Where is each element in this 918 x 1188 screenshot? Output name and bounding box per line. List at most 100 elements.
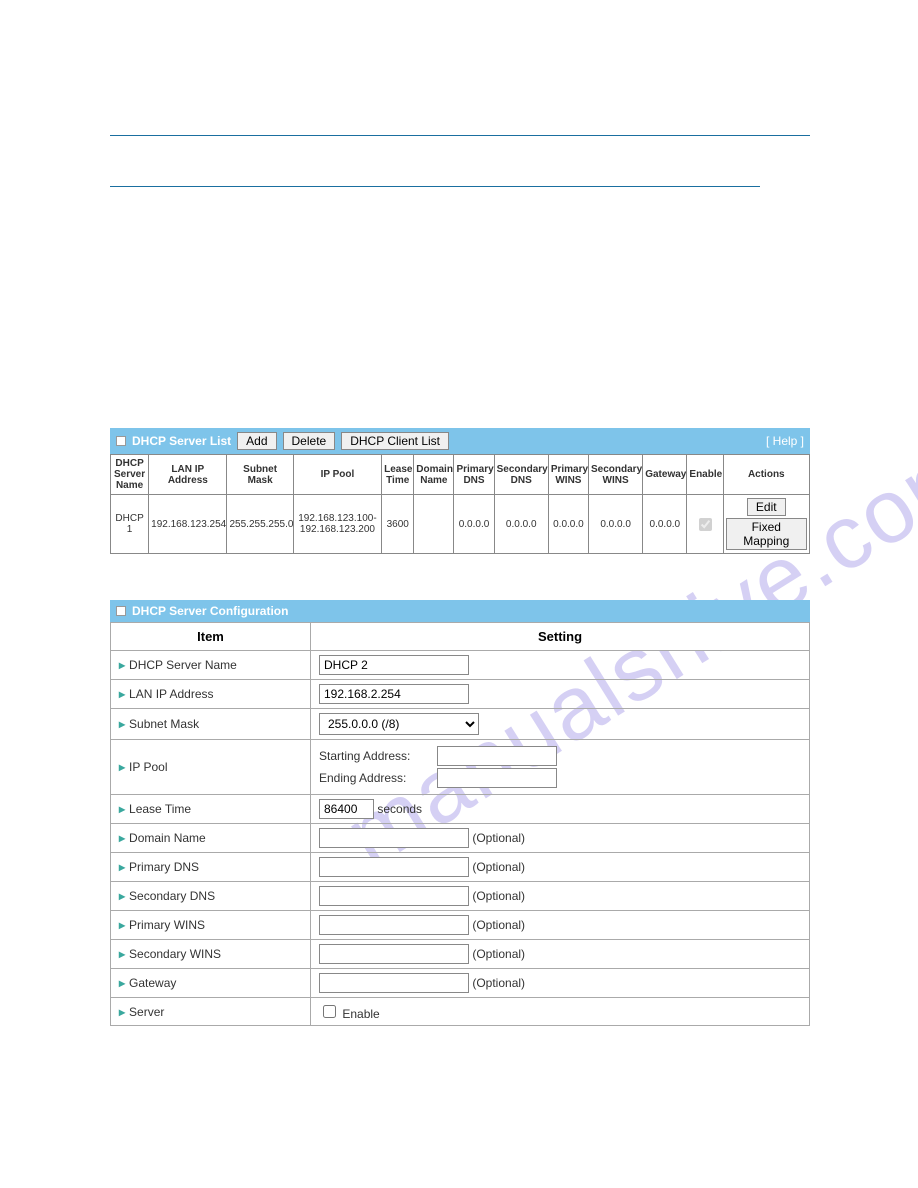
th-actions: Actions [723, 455, 809, 495]
cell-lease: 3600 [382, 495, 414, 554]
row-pwins: ▸ Primary WINS (Optional) [111, 911, 810, 940]
arrow-icon: ▸ [119, 831, 125, 845]
arrow-icon: ▸ [119, 860, 125, 874]
help-link[interactable]: [ Help ] [766, 434, 804, 448]
pwins-input[interactable] [319, 915, 469, 935]
row-ip-pool: ▸ IP Pool Starting Address: Ending Addres… [111, 740, 810, 795]
table-row: DHCP 1 192.168.123.254 255.255.255.0 192… [111, 495, 810, 554]
th-pwins: Primary WINS [548, 455, 588, 495]
label-sdns: Secondary DNS [129, 889, 215, 903]
cell-enable [687, 495, 723, 554]
cell-pool: 192.168.123.100-192.168.123.200 [293, 495, 381, 554]
th-setting: Setting [311, 623, 810, 651]
th-item: Item [111, 623, 311, 651]
row-server-name: ▸ DHCP Server Name [111, 651, 810, 680]
optional-hint: (Optional) [472, 889, 525, 903]
dhcp-server-list-panel: DHCP Server List Add Delete DHCP Client … [110, 428, 810, 554]
label-enable: Enable [342, 1007, 379, 1021]
label-ip-pool: IP Pool [129, 760, 167, 774]
server-list-header: DHCP Server List Add Delete DHCP Client … [110, 428, 810, 454]
row-lease: ▸ Lease Time seconds [111, 795, 810, 824]
domain-input[interactable] [319, 828, 469, 848]
row-server: ▸ Server Enable [111, 998, 810, 1026]
delete-button[interactable]: Delete [283, 432, 336, 450]
start-addr-input[interactable] [437, 746, 557, 766]
server-enable-checkbox[interactable] [323, 1005, 336, 1018]
arrow-icon: ▸ [119, 658, 125, 672]
server-list-table: DHCP Server Name LAN IP Address Subnet M… [110, 454, 810, 554]
arrow-icon: ▸ [119, 918, 125, 932]
th-sdns: Secondary DNS [494, 455, 548, 495]
divider-1 [110, 135, 810, 136]
dhcp-client-list-button[interactable]: DHCP Client List [341, 432, 449, 450]
th-domain: Domain Name [414, 455, 454, 495]
row-lan-ip: ▸ LAN IP Address [111, 680, 810, 709]
arrow-icon: ▸ [119, 687, 125, 701]
arrow-icon: ▸ [119, 1005, 125, 1019]
optional-hint: (Optional) [472, 918, 525, 932]
lease-input[interactable] [319, 799, 374, 819]
config-header: DHCP Server Configuration [110, 600, 810, 622]
row-gateway: ▸Gateway (Optional) [111, 969, 810, 998]
row-pdns: ▸ Primary DNS (Optional) [111, 853, 810, 882]
cell-lanip: 192.168.123.254 [149, 495, 227, 554]
enable-checkbox[interactable] [699, 518, 712, 531]
fixed-mapping-button[interactable]: Fixed Mapping [726, 518, 807, 550]
label-pwins: Primary WINS [129, 918, 205, 932]
label-seconds: seconds [377, 802, 422, 816]
row-domain: ▸ Domain Name (Optional) [111, 824, 810, 853]
th-enable: Enable [687, 455, 723, 495]
arrow-icon: ▸ [119, 802, 125, 816]
row-subnet: ▸Subnet Mask 255.0.0.0 (/8) [111, 709, 810, 740]
arrow-icon: ▸ [119, 760, 125, 774]
cell-swins: 0.0.0.0 [589, 495, 643, 554]
cell-pwins: 0.0.0.0 [548, 495, 588, 554]
th-lease: Lease Time [382, 455, 414, 495]
table-header-row: DHCP Server Name LAN IP Address Subnet M… [111, 455, 810, 495]
cell-gateway: 0.0.0.0 [643, 495, 687, 554]
label-pdns: Primary DNS [129, 860, 199, 874]
label-lan-ip: LAN IP Address [129, 687, 214, 701]
divider-2 [110, 186, 760, 187]
server-list-title: DHCP Server List [132, 434, 231, 448]
th-pdns: Primary DNS [454, 455, 494, 495]
th-lanip: LAN IP Address [149, 455, 227, 495]
gateway-input[interactable] [319, 973, 469, 993]
lan-ip-input[interactable] [319, 684, 469, 704]
pdns-input[interactable] [319, 857, 469, 877]
config-header-row: Item Setting [111, 623, 810, 651]
label-subnet: Subnet Mask [129, 717, 199, 731]
label-end-addr: Ending Address: [319, 771, 429, 785]
label-domain: Domain Name [129, 831, 206, 845]
arrow-icon: ▸ [119, 889, 125, 903]
server-name-input[interactable] [319, 655, 469, 675]
add-button[interactable]: Add [237, 432, 276, 450]
th-pool: IP Pool [293, 455, 381, 495]
edit-button[interactable]: Edit [747, 498, 786, 516]
row-sdns: ▸ Secondary DNS (Optional) [111, 882, 810, 911]
optional-hint: (Optional) [472, 947, 525, 961]
label-server-name: DHCP Server Name [129, 658, 237, 672]
cell-sdns: 0.0.0.0 [494, 495, 548, 554]
label-server: Server [129, 1005, 164, 1019]
panel-icon [116, 606, 126, 616]
sdns-input[interactable] [319, 886, 469, 906]
label-swins: Secondary WINS [129, 947, 221, 961]
row-swins: ▸ Secondary WINS (Optional) [111, 940, 810, 969]
th-subnet: Subnet Mask [227, 455, 293, 495]
dhcp-config-panel: DHCP Server Configuration Item Setting ▸… [110, 600, 810, 1026]
optional-hint: (Optional) [472, 831, 525, 845]
swins-input[interactable] [319, 944, 469, 964]
subnet-select[interactable]: 255.0.0.0 (/8) [319, 713, 479, 735]
th-swins: Secondary WINS [589, 455, 643, 495]
label-start-addr: Starting Address: [319, 749, 429, 763]
label-gateway: Gateway [129, 976, 176, 990]
th-name: DHCP Server Name [111, 455, 149, 495]
cell-pdns: 0.0.0.0 [454, 495, 494, 554]
cell-actions: Edit Fixed Mapping [723, 495, 809, 554]
th-gateway: Gateway [643, 455, 687, 495]
arrow-icon: ▸ [119, 947, 125, 961]
label-lease: Lease Time [129, 802, 191, 816]
optional-hint: (Optional) [472, 860, 525, 874]
end-addr-input[interactable] [437, 768, 557, 788]
